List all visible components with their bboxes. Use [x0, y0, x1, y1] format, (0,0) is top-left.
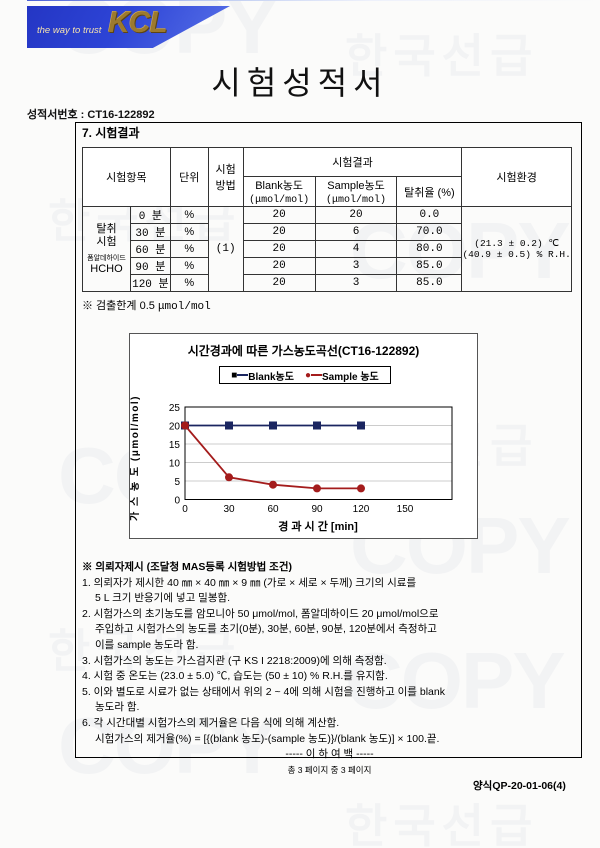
svg-text:0: 0	[182, 504, 188, 515]
svg-text:경 과 시 간 [min]: 경 과 시 간 [min]	[278, 519, 358, 533]
svg-text:25: 25	[169, 403, 181, 414]
svg-text:5: 5	[174, 477, 180, 488]
svg-text:가 스 농 도 (μmol/mol): 가 스 농 도 (μmol/mol)	[130, 395, 141, 521]
svg-text:30: 30	[223, 504, 235, 515]
svg-text:0: 0	[174, 496, 180, 507]
svg-text:150: 150	[397, 504, 414, 515]
svg-text:15: 15	[169, 440, 181, 451]
svg-text:90: 90	[311, 504, 323, 515]
svg-text:60: 60	[267, 504, 279, 515]
svg-text:20: 20	[169, 422, 181, 433]
svg-text:10: 10	[169, 459, 181, 470]
svg-text:120: 120	[353, 504, 370, 515]
